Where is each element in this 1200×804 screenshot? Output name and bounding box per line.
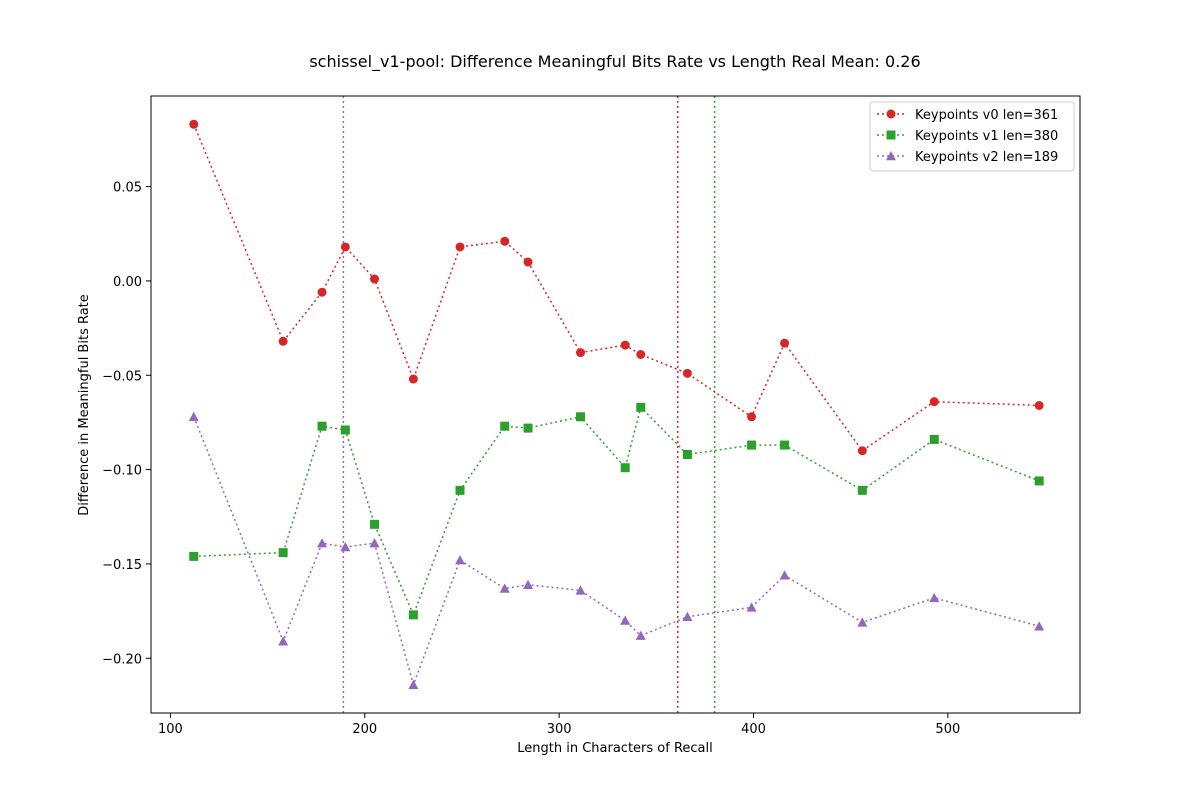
data-point-v1	[682, 450, 692, 460]
x-tick-label: 100	[158, 722, 183, 737]
x-tick-label: 200	[352, 722, 377, 737]
series-line-v2	[193, 416, 1040, 688]
data-point-v1	[747, 440, 757, 450]
data-point-v0	[340, 242, 350, 252]
data-point-v2	[278, 636, 289, 646]
legend-marker-v1	[886, 130, 896, 140]
data-point-v2	[369, 538, 380, 548]
data-point-v1	[620, 463, 630, 473]
y-tick-label: −0.20	[102, 652, 142, 667]
data-point-v0	[929, 397, 939, 407]
data-point-v0	[780, 338, 790, 348]
plot-frame	[150, 95, 1081, 714]
data-point-v2	[635, 630, 646, 640]
data-point-v2	[455, 555, 466, 565]
data-point-v1	[576, 412, 586, 422]
data-point-v0	[1034, 400, 1044, 410]
data-point-v0	[636, 349, 646, 359]
legend-marker-v0	[886, 109, 896, 119]
legend-marker-v2	[886, 151, 896, 161]
y-tick-label: 0.05	[113, 181, 142, 196]
data-point-v1	[189, 551, 199, 561]
data-point-v1	[929, 434, 939, 444]
data-point-v2	[857, 617, 868, 627]
data-point-v1	[636, 402, 646, 412]
data-point-v1	[317, 421, 327, 431]
x-tick-label: 500	[935, 722, 960, 737]
data-point-v1	[523, 423, 533, 433]
legend-label-v0: Keypoints v0 len=361	[915, 108, 1058, 123]
data-point-v2	[340, 541, 351, 552]
legend-label-v1: Keypoints v1 len=380	[915, 129, 1058, 144]
data-point-v1	[857, 485, 867, 495]
data-point-v1	[455, 485, 465, 495]
data-point-v1	[408, 610, 418, 620]
data-point-v1	[500, 421, 510, 431]
data-point-v0	[189, 119, 199, 129]
data-point-v1	[370, 519, 380, 529]
data-point-v0	[500, 236, 510, 246]
series-line-v1	[193, 405, 1040, 617]
data-point-v0	[317, 287, 327, 297]
data-point-v2	[575, 585, 586, 595]
series-line-v0	[193, 124, 1040, 452]
data-point-v2	[929, 592, 940, 603]
data-point-v2	[620, 615, 631, 625]
data-point-v0	[370, 274, 380, 284]
data-point-v1	[1034, 476, 1044, 486]
x-tick-label: 400	[741, 722, 766, 737]
data-point-v0	[523, 257, 533, 267]
data-point-v2	[1034, 621, 1045, 631]
data-point-v2	[682, 611, 693, 622]
y-tick-label: −0.10	[102, 464, 142, 479]
data-point-v0	[408, 374, 418, 384]
y-axis: 0.05 0.00 −0.05 −0.10 −0.15 −0.20	[102, 181, 151, 667]
data-point-v0	[620, 340, 630, 350]
chart-title: schissel_v1-pool: Difference Meaningful …	[309, 52, 920, 72]
data-point-v2	[499, 583, 510, 593]
data-point-v1	[340, 425, 350, 435]
data-point-v2	[408, 679, 419, 689]
data-point-v0	[857, 446, 867, 456]
x-axis-title: Length in Characters of Recall	[517, 741, 713, 756]
data-point-v2	[188, 411, 199, 422]
data-point-v0	[747, 412, 757, 422]
y-tick-label: 0.00	[113, 275, 142, 290]
data-point-v0	[278, 336, 288, 346]
data-point-v1	[278, 548, 288, 558]
legend-label-v2: Keypoints v2 len=189	[915, 150, 1058, 165]
data-point-v2	[523, 579, 534, 589]
y-tick-label: −0.15	[102, 558, 142, 573]
data-point-v2	[317, 538, 328, 548]
legend: Keypoints v0 len=361 Keypoints v1 len=380…	[869, 101, 1075, 172]
data-point-v0	[576, 348, 586, 358]
data-point-v1	[780, 440, 790, 450]
data-point-v2	[779, 570, 790, 580]
y-axis-title: Difference in Meaningful Bits Rate	[77, 294, 92, 516]
plot-area	[188, 96, 1045, 713]
x-tick-label: 300	[547, 722, 572, 737]
y-tick-label: −0.05	[102, 369, 142, 384]
data-point-v0	[455, 242, 465, 252]
legend-box	[869, 101, 1075, 172]
x-axis: 100 200 300 400 500	[158, 713, 960, 737]
data-point-v2	[746, 602, 757, 612]
data-point-v0	[682, 368, 692, 378]
